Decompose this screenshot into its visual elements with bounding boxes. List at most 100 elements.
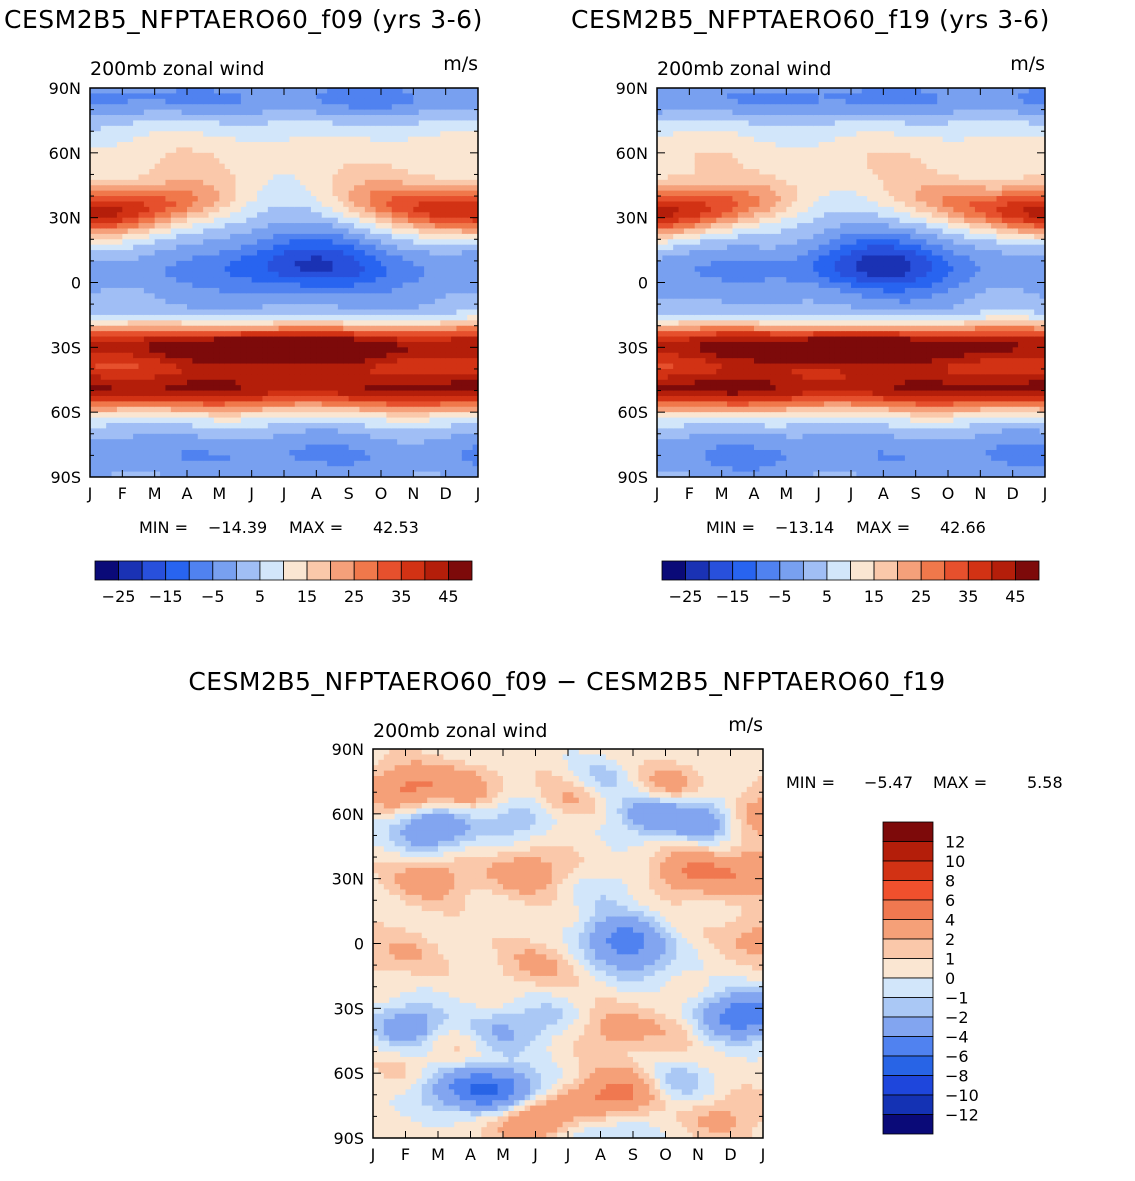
field-cell [154, 336, 161, 343]
field-cell [273, 439, 280, 446]
field-cell [170, 163, 177, 170]
field-cell [170, 412, 177, 419]
field-cell [337, 131, 344, 138]
field-cell [348, 406, 355, 413]
field-cell [138, 417, 145, 424]
field-cell [160, 158, 167, 165]
field-cell [90, 250, 96, 257]
field-cell [230, 93, 237, 100]
field-cell [343, 401, 350, 408]
field-cell [187, 282, 193, 289]
field-cell [133, 212, 140, 219]
field-cell [208, 417, 215, 424]
field-cell [327, 93, 334, 100]
field-cell [316, 390, 323, 397]
field-cell [300, 239, 307, 246]
field-cell [160, 325, 167, 332]
field-cell [90, 201, 96, 208]
field-cell [370, 287, 377, 294]
field-cell [418, 341, 425, 348]
field-cell [316, 115, 323, 122]
field-cell [213, 179, 220, 186]
field-cell [300, 466, 307, 473]
field-cell [375, 136, 382, 143]
field-cell [273, 287, 280, 294]
field-cell [364, 260, 371, 267]
field-cell [407, 352, 414, 359]
field-cell [257, 449, 264, 456]
field-cell [397, 374, 404, 381]
field-cell [359, 466, 366, 473]
field-cell [386, 125, 393, 132]
field-cell [397, 115, 404, 122]
field-cell [418, 223, 425, 230]
field-cell [316, 417, 323, 424]
field-cell [143, 255, 150, 262]
field-cell [133, 223, 140, 230]
field-cell [197, 352, 204, 359]
field-cell [397, 352, 404, 359]
field-cell [375, 158, 382, 165]
field-cell [440, 260, 447, 267]
field-cell [192, 228, 199, 235]
field-cell [343, 439, 350, 446]
field-cell [219, 406, 226, 413]
field-cell [316, 331, 323, 338]
field-cell [106, 163, 113, 170]
field-cell [149, 293, 156, 300]
field-cell [434, 163, 441, 170]
field-cell [203, 93, 210, 100]
field-cell [316, 363, 323, 370]
field-cell [116, 260, 123, 267]
field-cell [246, 449, 253, 456]
field-cell [429, 196, 436, 203]
field-cell [95, 179, 102, 186]
field-cell [402, 390, 409, 397]
field-cell [208, 314, 215, 321]
field-cell [294, 422, 301, 429]
field-cell [343, 163, 350, 170]
field-cell [100, 201, 107, 208]
field-cell [165, 174, 172, 181]
field-cell [289, 271, 296, 278]
field-cell [187, 325, 193, 332]
field-cell [375, 390, 382, 397]
field-cell [149, 223, 156, 230]
field-cell [278, 449, 285, 456]
field-cell [122, 142, 129, 149]
field-cell [354, 347, 361, 354]
field-cell [440, 412, 447, 419]
field-cell [397, 190, 404, 197]
field-cell [240, 158, 247, 165]
field-cell [176, 152, 183, 159]
field-cell [305, 347, 312, 354]
field-cell [364, 93, 371, 100]
field-cell [273, 304, 280, 311]
field-cell [386, 358, 393, 365]
field-cell [440, 331, 447, 338]
field-cell [116, 277, 123, 284]
field-cell [213, 244, 220, 251]
field-cell [456, 358, 463, 365]
field-cell [95, 320, 102, 327]
field-cell [273, 196, 280, 203]
field-cell [370, 277, 377, 284]
field-cell [440, 287, 447, 294]
field-cell [316, 125, 323, 132]
field-cell [122, 223, 129, 230]
field-cell [343, 314, 350, 321]
field-cell [100, 449, 107, 456]
field-cell [187, 406, 193, 413]
field-cell [106, 196, 113, 203]
field-cell [381, 336, 387, 343]
field-cell [208, 444, 215, 451]
field-cell [445, 314, 452, 321]
field-cell [418, 233, 425, 240]
field-cell [192, 212, 199, 219]
field-cell [181, 422, 188, 429]
field-cell [418, 136, 425, 143]
field-cell [235, 417, 242, 424]
field-cell [370, 455, 377, 462]
field-cell [375, 368, 382, 375]
field-cell [95, 88, 102, 94]
